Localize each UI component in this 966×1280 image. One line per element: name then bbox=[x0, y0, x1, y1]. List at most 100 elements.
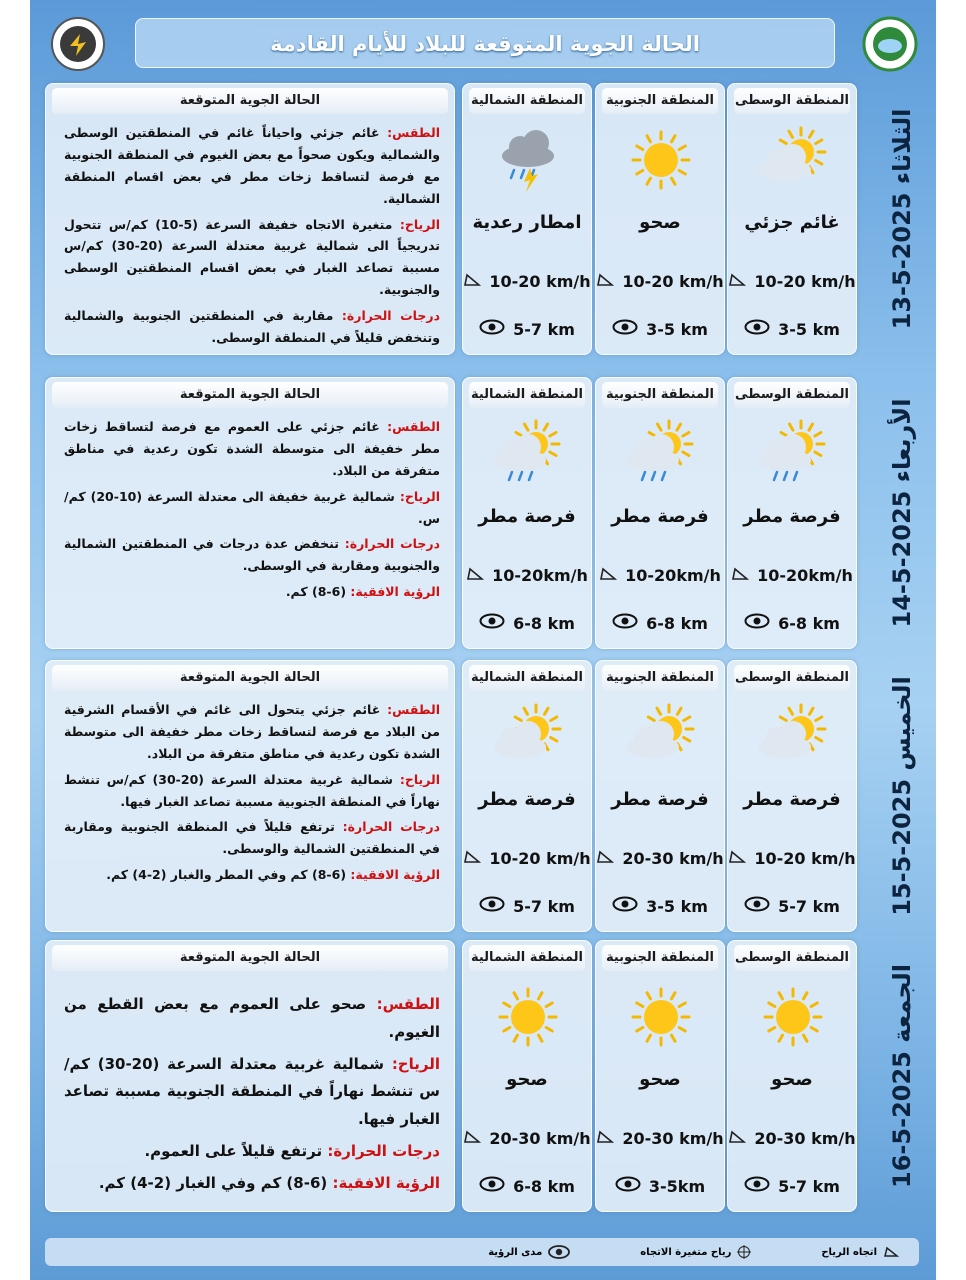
legend-item: مدى الرؤية bbox=[488, 1245, 571, 1259]
condition: امطار رعدية bbox=[472, 212, 582, 233]
region-name: المنطقة الشمالية bbox=[469, 382, 585, 408]
region-card: المنطقة الوسطى صحو 20-30 km/h 5-7 km bbox=[727, 940, 857, 1212]
eye-icon bbox=[479, 1176, 505, 1196]
visibility-range: 6-8 km bbox=[778, 613, 840, 633]
forecast-label: الرياح: bbox=[399, 771, 440, 787]
visibility: 5-7 km bbox=[463, 896, 591, 916]
wind-arrow bbox=[596, 849, 615, 868]
wind-arrow bbox=[463, 272, 482, 291]
forecast-label: الطقس: bbox=[387, 419, 440, 434]
visibility-range: 6-8 km bbox=[513, 613, 575, 633]
condition: صحو bbox=[506, 1069, 548, 1090]
forecast-body: الطقس: غائم جزئي واحياناً غائم في المنطق… bbox=[64, 122, 440, 353]
visibility: 3-5 km bbox=[596, 896, 724, 916]
forecast-text: صحو على العموم مع بعض القطع من الغيوم. bbox=[64, 995, 440, 1041]
visibility: 5-7 km bbox=[463, 319, 591, 339]
forecast-label: الرياح: bbox=[391, 1054, 440, 1073]
condition: صحو bbox=[639, 1069, 681, 1090]
day-date: الخميس 2025-5-15 bbox=[888, 676, 916, 916]
region-card: المنطقة الوسطى فرصة مطر 10-20km/h 6-8 km bbox=[727, 377, 857, 649]
wind: 10-20km/h bbox=[463, 566, 591, 585]
wind-arrow bbox=[466, 566, 485, 585]
region-card: المنطقة الشمالية فرصة مطر 10-20km/h 6-8 km bbox=[462, 377, 592, 649]
legend-item: اتجاه الرياح bbox=[821, 1246, 899, 1258]
forecast-item: الرياح: شمالية غربية معتدلة السرعة (20-3… bbox=[64, 1051, 440, 1134]
forecast-item: الرؤية الافقية: (6-8) كم. bbox=[64, 581, 440, 603]
region-name: المنطقة الجنوبية bbox=[602, 88, 718, 114]
legend: اتجاه الرياح رياح متغيرة الاتجاه مدى الر… bbox=[45, 1238, 919, 1266]
region-card: المنطقة الشمالية فرصة مطر 10-20 km/h 5-7 km bbox=[462, 660, 592, 932]
region-name: المنطقة الوسطى bbox=[734, 665, 850, 691]
forecast-item: درجات الحرارة: مقاربة في المنطقتين الجنو… bbox=[64, 305, 440, 349]
visibility-range: 5-7 km bbox=[513, 319, 575, 339]
eye-icon bbox=[744, 319, 770, 339]
wind-arrow bbox=[728, 1129, 747, 1148]
region-name: المنطقة الجنوبية bbox=[602, 665, 718, 691]
eye-icon bbox=[744, 613, 770, 633]
forecast-label: الطقس: bbox=[387, 702, 440, 717]
forecast-item: الرياح: شمالية غربية خفيفة الى معتدلة ال… bbox=[64, 486, 440, 530]
forecast-text: غائم جزئي على العموم مع فرصة لتساقط زخات… bbox=[64, 419, 440, 478]
visibility: 6-8 km bbox=[596, 613, 724, 633]
visibility-range: 3-5 km bbox=[646, 319, 708, 339]
forecast-item: الطقس: غائم جزئي يتحول الى غائم في الأقس… bbox=[64, 699, 440, 765]
forecast-label: الرؤية الافقية: bbox=[350, 584, 440, 600]
forecast-body: الطقس: غائم جزئي يتحول الى غائم في الأقس… bbox=[64, 699, 440, 890]
forecast-label: درجات الحرارة: bbox=[327, 1141, 440, 1160]
wind-speed: 10-20 km/h bbox=[622, 272, 724, 291]
wind-speed: 10-20km/h bbox=[757, 566, 853, 585]
region-card: المنطقة الجنوبية صحو 10-20 km/h 3-5 km bbox=[595, 83, 725, 355]
condition: فرصة مطر bbox=[611, 506, 709, 527]
forecast-heading: الحالة الجوية المتوقعة bbox=[52, 665, 448, 691]
visibility-range: 6-8 km bbox=[513, 1176, 575, 1196]
forecast-label: الطقس: bbox=[387, 125, 440, 140]
visibility: 6-8 km bbox=[728, 613, 856, 633]
weather-icon bbox=[753, 124, 833, 199]
forecast-item: الطقس: صحو على العموم مع بعض القطع من ال… bbox=[64, 991, 440, 1047]
wind: 20-30 km/h bbox=[728, 1129, 856, 1148]
weather-icon bbox=[621, 418, 701, 493]
forecast-text: غائم جزئي واحياناً غائم في المنطقتين الو… bbox=[64, 125, 440, 206]
condition: فرصة مطر bbox=[478, 506, 576, 527]
weather-icon bbox=[488, 124, 568, 199]
wind: 10-20 km/h bbox=[463, 849, 591, 868]
eye-icon bbox=[479, 319, 505, 339]
visibility: 5-7 km bbox=[728, 896, 856, 916]
forecast-label: الرياح: bbox=[399, 488, 441, 504]
visibility-range: 3-5 km bbox=[646, 896, 708, 916]
forecast-body: الطقس: صحو على العموم مع بعض القطع من ال… bbox=[64, 991, 440, 1201]
wind: 10-20km/h bbox=[596, 566, 724, 585]
forecast-text: (6-8) كم. bbox=[285, 584, 347, 600]
forecast-label: الرؤية الافقية: bbox=[350, 867, 440, 883]
weather-icon bbox=[488, 981, 568, 1056]
wind-speed: 10-20km/h bbox=[492, 566, 588, 585]
visibility-range: 3-5km bbox=[648, 1176, 706, 1196]
eye-icon bbox=[612, 896, 638, 916]
forecast-item: الطقس: غائم جزئي على العموم مع فرصة لتسا… bbox=[64, 416, 440, 482]
forecast-text: ترتفع قليلاً في المنطقة الجنوبية ومقاربة… bbox=[64, 819, 440, 857]
legend-text: رياح متغيرة الاتجاه bbox=[640, 1246, 732, 1258]
wind-speed: 20-30 km/h bbox=[622, 1129, 724, 1148]
condition: فرصة مطر bbox=[743, 789, 841, 810]
region-name: المنطقة الشمالية bbox=[469, 665, 585, 691]
forecast-item: درجات الحرارة: تنخفض عدة درجات في المنطق… bbox=[64, 533, 440, 577]
eye-icon bbox=[612, 613, 638, 633]
forecast-heading: الحالة الجوية المتوقعة bbox=[52, 88, 448, 114]
visibility-range: 5-7 km bbox=[778, 896, 840, 916]
weather-icon bbox=[753, 981, 833, 1056]
forecast-body: الطقس: غائم جزئي على العموم مع فرصة لتسا… bbox=[64, 416, 440, 607]
region-card: المنطقة الجنوبية صحو 20-30 km/h 3-5km bbox=[595, 940, 725, 1212]
wind-arrow bbox=[596, 1129, 615, 1148]
wind: 10-20 km/h bbox=[728, 272, 856, 291]
forecast-text: شمالية غربية معتدلة السرعة (20-30) كم/س … bbox=[64, 1054, 440, 1129]
wind-arrow bbox=[731, 566, 750, 585]
weather-icon bbox=[753, 418, 833, 493]
forecast-label: الطقس: bbox=[376, 995, 440, 1013]
region-card: المنطقة الشمالية صحو 20-30 km/h 6-8 km bbox=[462, 940, 592, 1212]
region-name: المنطقة الشمالية bbox=[469, 945, 585, 971]
forecast-text: (6-8) كم وفي الغبار (2-4) كم. bbox=[98, 1173, 328, 1192]
forecast-panel: الحالة الجوية المتوقعة الطقس: صحو على الع… bbox=[45, 940, 455, 1212]
wind: 20-30 km/h bbox=[463, 1129, 591, 1148]
region-name: المنطقة الوسطى bbox=[734, 88, 850, 114]
legend-item: رياح متغيرة الاتجاه bbox=[640, 1245, 752, 1259]
